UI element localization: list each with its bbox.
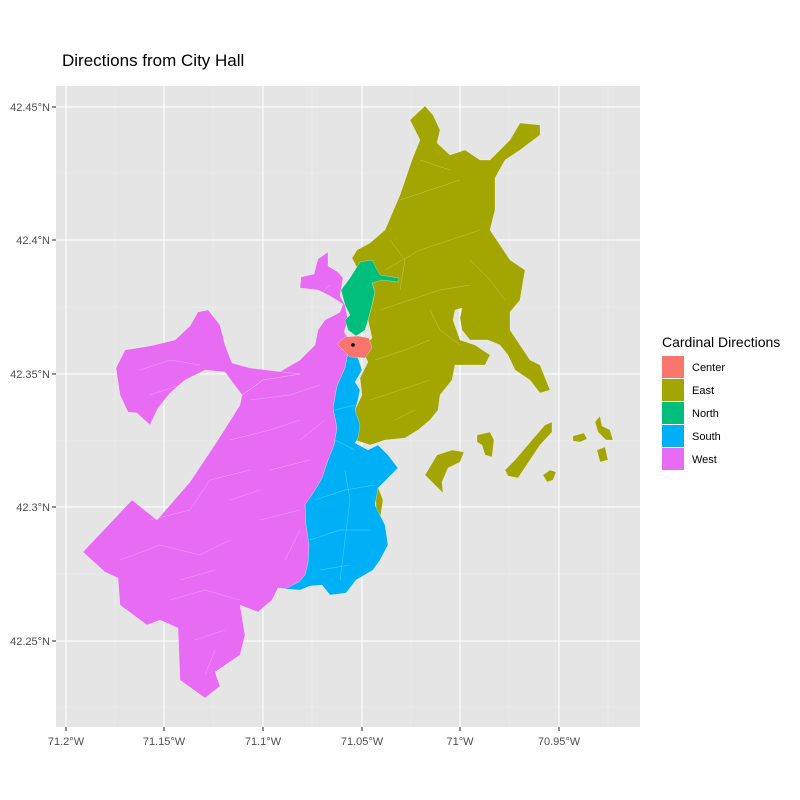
x-tick-label: 71.1°W: [245, 736, 282, 748]
y-axis: 42.45°N 42.4°N 42.35°N 42.3°N 42.25°N: [10, 102, 56, 648]
region-north: [340, 259, 400, 337]
legend: Cardinal Directions Center East North So…: [662, 334, 780, 470]
island-3: [504, 421, 553, 479]
city-hall-marker: [351, 343, 355, 347]
legend-swatch-center: [662, 356, 684, 378]
y-tick-label: 42.45°N: [10, 102, 50, 114]
x-tick-label: 70.95°W: [538, 736, 581, 748]
x-axis: 71.2°W 71.15°W 71.1°W 71.05°W 71°W 70.95…: [48, 727, 581, 748]
x-tick-label: 71.2°W: [48, 736, 85, 748]
y-tick-label: 42.35°N: [10, 369, 50, 381]
legend-swatch-north: [662, 402, 684, 424]
island-2: [476, 431, 495, 458]
legend-swatch-east: [662, 379, 684, 401]
legend-label-south: South: [692, 431, 721, 443]
y-tick-label: 42.25°N: [10, 636, 50, 648]
region-east-main: [351, 105, 551, 446]
legend-label-north: North: [692, 408, 719, 420]
island-1: [424, 449, 465, 494]
legend-swatch-south: [662, 425, 684, 447]
x-tick-label: 71.15°W: [143, 736, 186, 748]
region-north-charlestown: [340, 259, 400, 337]
region-south: [284, 351, 399, 596]
region-center-downtown: [336, 335, 373, 359]
legend-title: Cardinal Directions: [662, 334, 780, 350]
map-title: Directions from City Hall: [62, 51, 244, 70]
x-tick-label: 71°W: [446, 736, 474, 748]
legend-label-center: Center: [692, 362, 725, 374]
y-tick-label: 42.3°N: [16, 502, 50, 514]
map-panel: [56, 86, 640, 727]
x-tick-label: 71.05°W: [341, 736, 384, 748]
island-5: [572, 432, 588, 443]
region-east: [351, 105, 614, 529]
region-west-allston: [115, 309, 301, 426]
island-6: [594, 415, 614, 441]
y-tick-label: 42.4°N: [16, 235, 50, 247]
legend-label-west: West: [692, 454, 717, 466]
region-south-main: [284, 351, 399, 596]
island-7: [596, 446, 609, 463]
legend-swatch-west: [662, 448, 684, 470]
region-center: [336, 335, 373, 359]
legend-label-east: East: [692, 385, 714, 397]
island-4: [542, 469, 557, 483]
